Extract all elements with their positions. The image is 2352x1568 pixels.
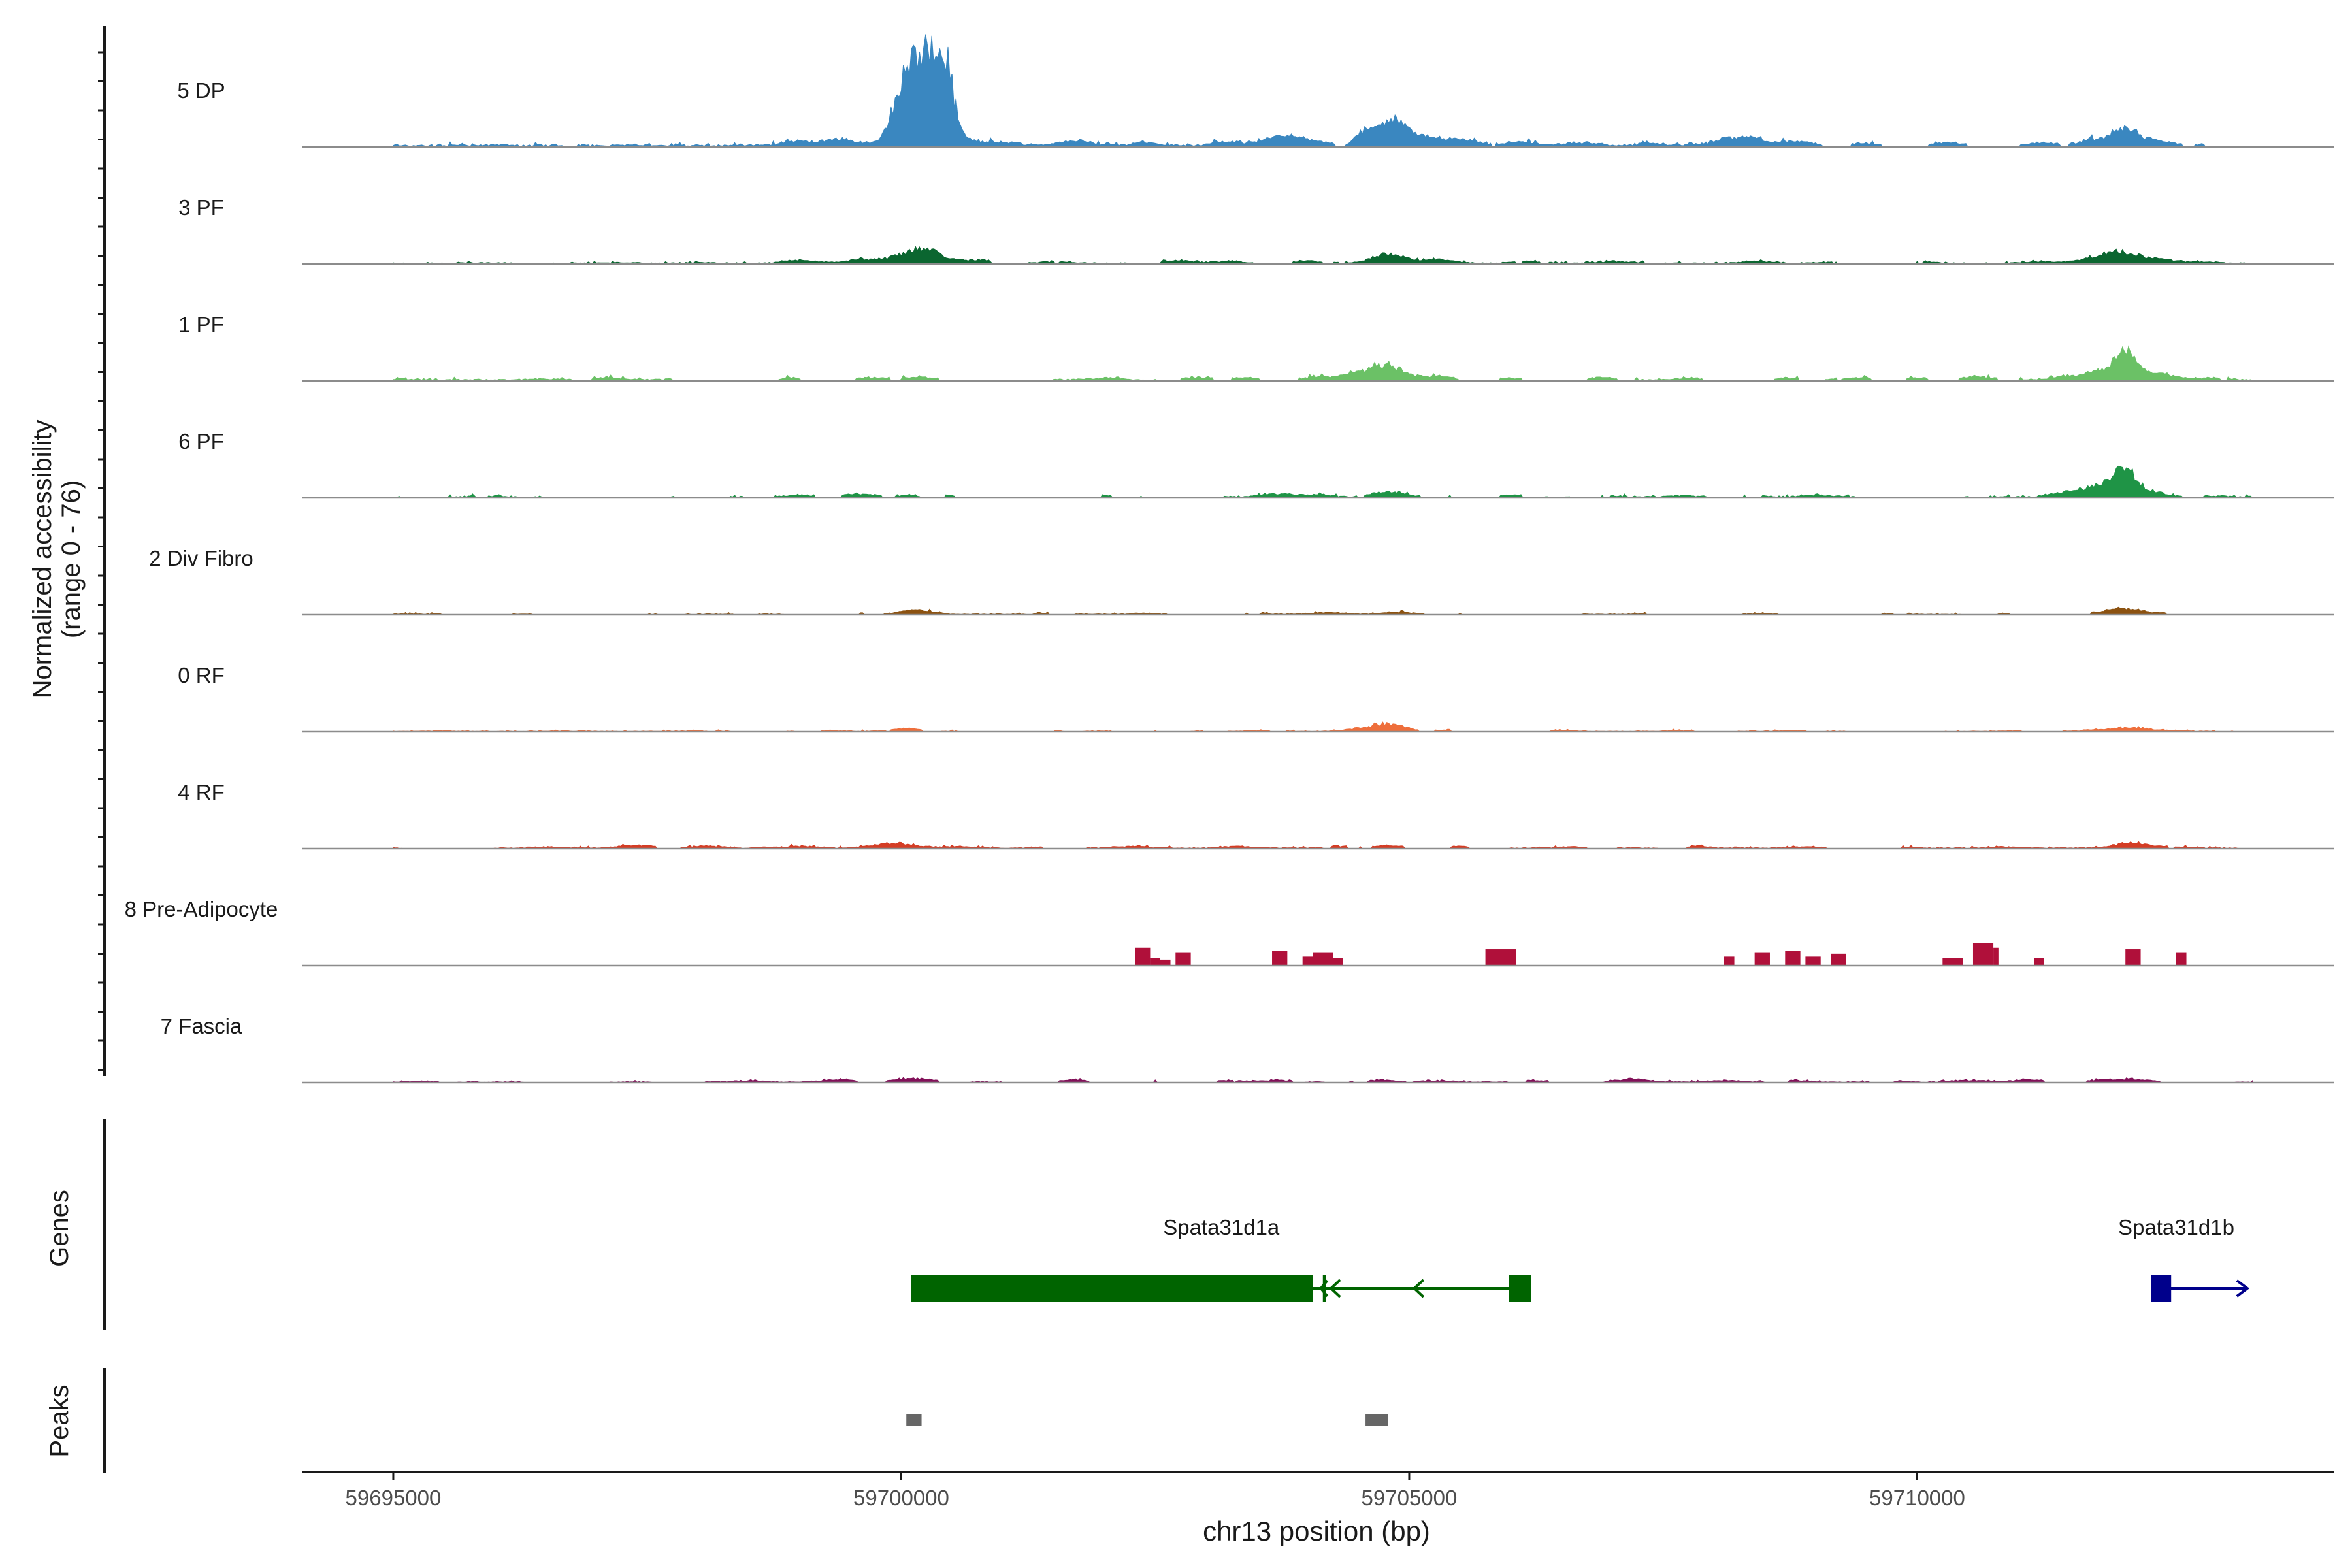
x-tick-label: 59710000: [1869, 1486, 1965, 1510]
coverage-block: [1485, 949, 1516, 966]
genes-panel-label: Genes: [45, 1190, 74, 1267]
coverage-block: [2176, 952, 2187, 966]
coverage-block: [1942, 958, 1963, 966]
coverage-block: [2125, 949, 2141, 966]
coverage-block: [1333, 958, 1343, 966]
coverage-block: [1150, 958, 1160, 966]
coverage-block: [2034, 958, 2044, 966]
peaks-panel-label: Peaks: [45, 1384, 74, 1457]
coverage-area: [393, 841, 2253, 849]
gene-exon: [1322, 1275, 1326, 1302]
coverage-block: [1175, 952, 1191, 966]
track-label: 1 PF: [178, 312, 224, 336]
coverage-area: [393, 345, 2253, 382]
track-7-fascia: 7 Fascia: [161, 1014, 2334, 1084]
x-tick-label: 59705000: [1362, 1486, 1458, 1510]
coverage-area: [393, 246, 2253, 265]
track-label: 6 PF: [178, 429, 224, 453]
genes-panel: Genes Spata31d1a Spata31d1b: [45, 1119, 2250, 1330]
coverage-area: [393, 606, 2253, 615]
track-4-rf: 4 RF: [178, 780, 2334, 850]
coverage-block: [1160, 959, 1171, 966]
gene-spata31d1a: Spata31d1a: [911, 1215, 1531, 1302]
coverage-area: [393, 721, 2253, 732]
track-1-pf: 1 PF: [178, 312, 2334, 382]
track-label: 7 Fascia: [161, 1014, 242, 1038]
track-0-rf: 0 RF: [178, 663, 2334, 733]
track-label: 0 RF: [178, 663, 225, 687]
x-tick-label: 59695000: [346, 1486, 442, 1510]
strand-arrow: [2236, 1279, 2250, 1298]
coverage-block: [1302, 956, 1313, 966]
track-label: 8 Pre-Adipocyte: [125, 897, 278, 921]
track-5-dp: 5 DP: [177, 34, 2334, 148]
peak-region: [1365, 1414, 1388, 1426]
coverage-block: [1785, 951, 1801, 966]
track-label: 4 RF: [178, 780, 225, 804]
track-3-pf: 3 PF: [178, 195, 2334, 265]
coverage-block: [1135, 947, 1151, 966]
strand-arrow: [1329, 1279, 1341, 1298]
track-label: 5 DP: [177, 78, 225, 103]
coverage-block: [1805, 956, 1821, 966]
gene-name: Spata31d1a: [1163, 1215, 1280, 1239]
coverage-block: [1724, 956, 1735, 966]
x-axis: chr13 position (bp) 59695000 59700000 5970…: [302, 1471, 2334, 1546]
tracks-panel: 5 DP 3 PF 1 PF 6 PF 2 Div Fibro 0 RF 4 RF 8 Pre…: [98, 26, 2334, 1084]
track-label: 3 PF: [178, 195, 224, 220]
y-axis-label-group: Normalized accessibility (range 0 - 76): [28, 420, 86, 699]
strand-arrow: [1412, 1279, 1425, 1298]
track-6-pf: 6 PF: [178, 429, 2334, 499]
coverage-block: [1313, 952, 1333, 966]
x-tick-label: 59700000: [853, 1486, 949, 1510]
gene-exon: [911, 1275, 1313, 1302]
coverage-area: [393, 34, 2253, 148]
y-axis-label: Normalized accessibility: [28, 420, 57, 699]
strand-arrow: [1319, 1279, 1329, 1298]
gene-exon: [1509, 1275, 1531, 1302]
track-2-div-fibro: 2 Div Fibro: [149, 546, 2334, 616]
coverage-block: [1993, 947, 1999, 966]
gene-name: Spata31d1b: [2118, 1215, 2234, 1239]
coverage-block: [1831, 953, 1846, 966]
coverage-area: [393, 465, 2253, 498]
x-axis-label: chr13 position (bp): [1203, 1516, 1430, 1546]
gene-spata31d1b: Spata31d1b: [2118, 1215, 2250, 1302]
gene-exon: [2151, 1275, 2172, 1302]
track-label: 2 Div Fibro: [149, 546, 253, 570]
coverage-block: [1272, 951, 1288, 966]
coverage-block: [1972, 943, 1994, 966]
peaks-panel: Peaks: [45, 1368, 1388, 1473]
coverage-block: [1754, 952, 1770, 966]
track-8-pre-adipocyte: 8 Pre-Adipocyte: [125, 897, 2334, 967]
peak-region: [906, 1414, 922, 1426]
y-axis-range-label: (range 0 - 76): [57, 480, 86, 638]
